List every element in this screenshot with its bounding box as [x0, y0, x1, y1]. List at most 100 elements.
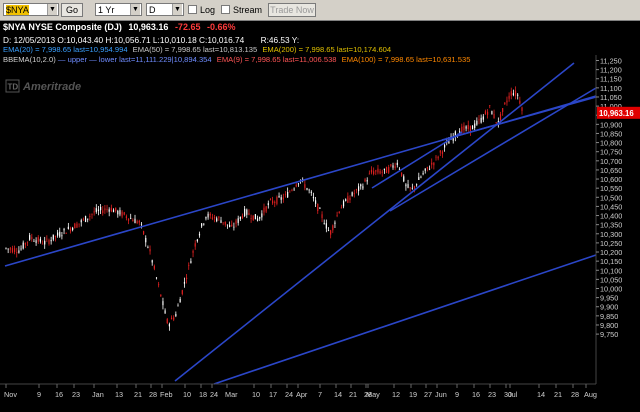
candle-body: [463, 125, 465, 131]
candle-body: [35, 240, 37, 243]
period-dropdown-icon[interactable]: ▼: [130, 4, 140, 15]
price-chart[interactable]: TD Ameritrade 11,25011,20011,15011,10011…: [0, 20, 640, 412]
candle-body: [360, 184, 362, 187]
candle-body: [67, 226, 69, 229]
trendline[interactable]: [389, 87, 597, 212]
candle-body: [487, 111, 489, 115]
candle-body: [186, 277, 188, 279]
candle-body: [39, 238, 41, 242]
x-tick-label: 21: [134, 390, 142, 399]
candle-body: [160, 294, 162, 297]
candle-body: [239, 216, 241, 219]
symbol-dropdown-icon[interactable]: ▼: [47, 4, 57, 15]
candle-body: [22, 242, 24, 249]
candle-body: [340, 207, 342, 209]
symbol-input[interactable]: $NYA ▼: [3, 3, 59, 16]
trendline[interactable]: [213, 254, 597, 385]
candle-body: [433, 162, 435, 166]
period-select[interactable]: 1 Yr ▼: [95, 3, 142, 16]
candle-body: [405, 184, 407, 187]
bbema-legend: BBEMA(10,2.0): [3, 55, 56, 64]
stream-checkbox[interactable]: [221, 5, 230, 14]
candle-body: [269, 199, 272, 200]
y-tick-label: 10,400: [600, 212, 622, 221]
go-button[interactable]: Go: [61, 3, 83, 17]
y-tick-label: 10,250: [600, 239, 622, 248]
candle-body: [261, 213, 263, 218]
candle-body: [388, 167, 390, 173]
candle-body: [282, 197, 284, 200]
x-tick-label: 28: [571, 390, 579, 399]
candle-body: [521, 107, 523, 111]
price-change-pct: -0.66%: [206, 22, 236, 32]
candle-body: [461, 126, 463, 133]
candle-body: [33, 240, 35, 242]
y-tick-label: 10,650: [600, 166, 622, 175]
candle-body: [188, 264, 190, 266]
trendline[interactable]: [371, 131, 463, 189]
x-tick-label: 30: [504, 390, 512, 399]
interval-select[interactable]: D ▼: [146, 3, 184, 16]
candle-body: [190, 261, 192, 264]
candle-body: [289, 191, 291, 193]
candle-body: [72, 227, 74, 231]
candle-body: [418, 177, 420, 180]
candle-body: [342, 201, 345, 207]
candle-body: [469, 125, 471, 132]
candle-body: [123, 212, 125, 215]
candle-body: [207, 213, 209, 218]
candle-body: [478, 119, 480, 121]
candle-body: [308, 189, 310, 191]
trendline[interactable]: [174, 62, 575, 382]
candle-body: [297, 183, 299, 185]
candle-body: [220, 220, 222, 223]
x-tick-label: Feb: [160, 390, 173, 399]
candle-body: [441, 151, 444, 154]
candle-body: [330, 230, 332, 235]
candle-body: [24, 243, 26, 245]
log-checkbox[interactable]: [188, 5, 197, 14]
candle-body: [409, 187, 411, 189]
candle-body: [138, 220, 140, 223]
candle-body: [431, 162, 433, 165]
x-tick-label: 16: [55, 390, 63, 399]
y-tick-label: 10,200: [600, 248, 622, 257]
trendline[interactable]: [441, 96, 597, 141]
y-tick-label: 10,000: [600, 285, 622, 294]
candle-body: [237, 218, 239, 223]
candle-body: [263, 207, 265, 213]
candle-body: [420, 176, 422, 178]
candle-body: [119, 210, 121, 215]
candle-body: [364, 179, 366, 182]
candle-body: [366, 180, 368, 182]
candle-body: [323, 223, 325, 225]
x-tick-label: Mar: [225, 390, 238, 399]
candle-body: [514, 90, 517, 96]
ema9-legend: EMA(9) = 7,998.65 last=11,006.538: [216, 55, 337, 64]
interval-dropdown-icon[interactable]: ▼: [172, 4, 182, 15]
y-tick-label: 10,600: [600, 175, 622, 184]
candle-body: [338, 211, 340, 213]
candle-body: [467, 124, 469, 130]
candle-body: [84, 216, 87, 222]
candle-body: [134, 218, 136, 224]
candle-body: [151, 260, 153, 263]
candle-body: [252, 215, 254, 221]
y-tick-label: 10,150: [600, 257, 622, 266]
candle-body: [349, 197, 351, 201]
candle-body: [117, 210, 119, 215]
candle-body: [310, 191, 312, 193]
r-text: R:46.53 Y:: [260, 35, 300, 45]
x-tick-label: Aug: [584, 390, 597, 399]
candle-body: [334, 222, 336, 224]
trade-now-button[interactable]: Trade Now: [268, 3, 316, 17]
candle-body: [213, 216, 216, 219]
candle-body: [61, 235, 63, 237]
x-tick-label: 9: [455, 390, 459, 399]
candle-body: [284, 194, 287, 196]
candle-body: [304, 184, 306, 188]
x-tick-label: Jun: [435, 390, 447, 399]
x-tick-label: Jul: [508, 390, 518, 399]
candle-body: [16, 252, 18, 254]
svg-text:TD: TD: [8, 83, 19, 92]
